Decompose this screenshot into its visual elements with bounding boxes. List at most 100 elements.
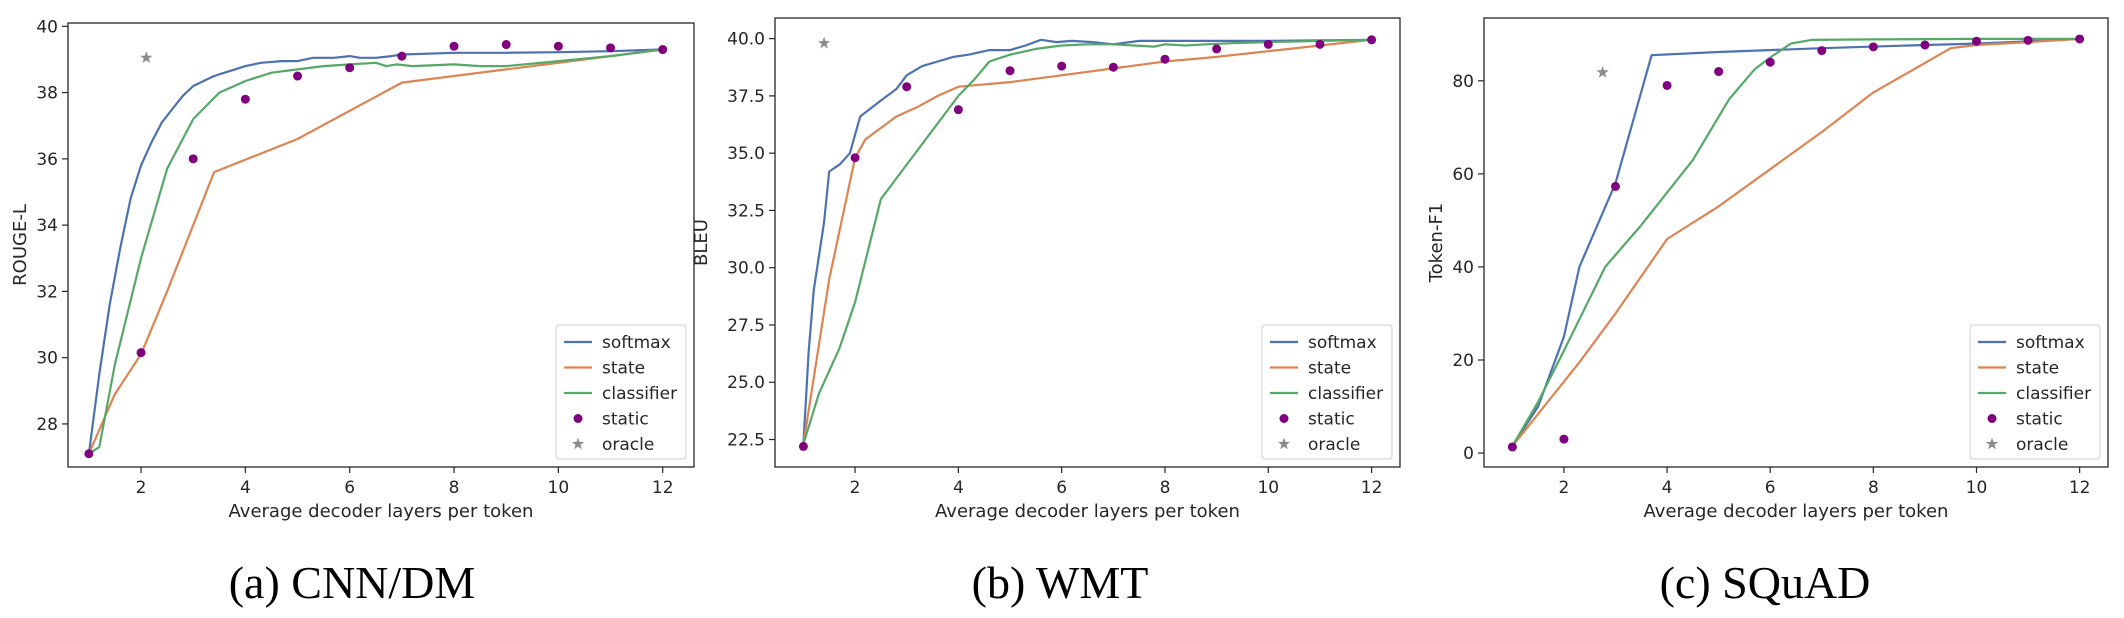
y-tick-label: 37.5 [727, 87, 765, 107]
legend: softmax state classifier static oracle [1969, 324, 2101, 460]
y-tick-label: 36 [36, 150, 58, 170]
plot-frame [67, 22, 695, 468]
y-tick-label: 40 [1452, 258, 1474, 278]
series-line-state [802, 38, 1372, 445]
y-axis-label: BLEU [691, 219, 712, 266]
panel-caption: (b) WMT [972, 557, 1149, 608]
x-axis-label: Average decoder layers per token [1644, 501, 1949, 522]
static-point [1108, 62, 1118, 72]
legend-box [1969, 324, 2101, 460]
series-line-state [1511, 37, 2080, 447]
series-line-classifier [802, 38, 1372, 445]
legend-box [1261, 324, 1393, 460]
legend-swatch-oracle [1277, 437, 1291, 450]
y-tick-label: 40 [36, 17, 58, 37]
x-tick-label: 8 [1868, 478, 1879, 498]
legend-label-softmax: softmax [602, 333, 671, 353]
static-point [449, 41, 459, 51]
legend-label-oracle: oracle [602, 435, 654, 455]
static-point [1263, 39, 1273, 49]
plot-frame [774, 17, 1401, 468]
x-tick-label: 12 [2069, 478, 2091, 498]
oracle-point [140, 51, 153, 63]
legend-label-softmax: softmax [2016, 333, 2085, 353]
x-tick-label: 4 [953, 478, 964, 498]
legend-swatch-static [1279, 414, 1289, 423]
static-point [1817, 46, 1827, 56]
x-tick-label: 12 [1361, 478, 1383, 498]
y-tick-label: 32.5 [727, 201, 765, 221]
static-point [1160, 54, 1170, 64]
legend-label-state: state [602, 359, 645, 379]
static-point [1315, 39, 1325, 49]
static-point [1367, 35, 1377, 45]
series-line-classifier [1511, 37, 2080, 447]
static-point [84, 449, 94, 459]
legend-label-oracle: oracle [1308, 435, 1360, 455]
legend-label-classifier: classifier [602, 384, 677, 404]
static-point [188, 154, 198, 164]
x-tick-label: 10 [1966, 478, 1988, 498]
x-tick-label: 10 [548, 478, 570, 498]
legend-label-static: static [602, 410, 649, 430]
x-tick-label: 4 [240, 478, 251, 498]
static-point [240, 94, 250, 104]
static-point [902, 82, 912, 92]
static-point [1212, 44, 1222, 54]
plot-frame [1483, 17, 2109, 468]
series-line-state [87, 48, 663, 455]
legend-swatch-oracle [571, 437, 585, 450]
legend-label-softmax: softmax [1308, 333, 1377, 353]
static-point [850, 153, 860, 163]
x-tick-label: 2 [850, 478, 861, 498]
y-axis-label: ROUGE-L [10, 204, 31, 286]
static-point [1920, 40, 1930, 50]
static-point [606, 43, 616, 53]
y-tick-label: 20 [1452, 351, 1474, 371]
x-tick-label: 10 [1257, 478, 1279, 498]
y-tick-label: 32 [36, 282, 58, 302]
y-axis-label: Token-F1 [1426, 203, 1447, 284]
legend-box [555, 324, 687, 460]
static-point [1714, 67, 1724, 77]
static-point [953, 105, 963, 115]
y-tick-label: 25.0 [727, 373, 765, 393]
static-point [1559, 434, 1569, 444]
static-point [2023, 35, 2033, 45]
chart-panel-2: 2 4 6 8 10 12 22.5 25.0 27.5 30.0 32.5 35.0 37.5 40.0… [691, 17, 1401, 608]
series-line-softmax [1511, 37, 2080, 447]
legend-swatch-static [573, 414, 583, 423]
y-tick-label: 40.0 [727, 30, 765, 50]
x-tick-label: 2 [136, 478, 147, 498]
legend-label-state: state [1308, 359, 1351, 379]
panel-caption: (c) SQuAD [1660, 557, 1871, 608]
static-point [1662, 80, 1672, 90]
x-tick-label: 6 [1056, 478, 1067, 498]
y-tick-label: 80 [1452, 72, 1474, 92]
legend: softmax state classifier static oracle [1261, 324, 1393, 460]
x-tick-label: 12 [652, 478, 674, 498]
oracle-point [1596, 65, 1609, 78]
static-point [798, 441, 808, 451]
legend-label-static: static [2016, 410, 2063, 430]
static-point [1507, 442, 1517, 452]
static-point [1765, 57, 1775, 67]
legend-swatch-oracle [1985, 437, 1999, 450]
x-axis-label: Average decoder layers per token [935, 501, 1240, 522]
y-tick-label: 30 [36, 349, 58, 369]
legend-label-classifier: classifier [2016, 384, 2091, 404]
chart-panel-1: 2 4 6 8 10 12 28 30 32 34 36 38 40 Average decoder la… [10, 17, 695, 608]
y-tick-label: 27.5 [727, 316, 765, 336]
static-point [2075, 34, 2085, 44]
chart-panel-3: 2 4 6 8 10 12 0 20 40 60 80 Average decoder layers … [1426, 17, 2109, 608]
series-line-classifier [88, 48, 663, 455]
legend-label-state: state [2016, 359, 2059, 379]
y-tick-label: 38 [36, 84, 58, 104]
legend-label-classifier: classifier [1308, 384, 1383, 404]
y-tick-label: 35.0 [727, 144, 765, 164]
static-point [658, 45, 668, 55]
static-point [1868, 42, 1878, 52]
x-tick-label: 2 [1559, 478, 1570, 498]
static-point [345, 63, 355, 73]
